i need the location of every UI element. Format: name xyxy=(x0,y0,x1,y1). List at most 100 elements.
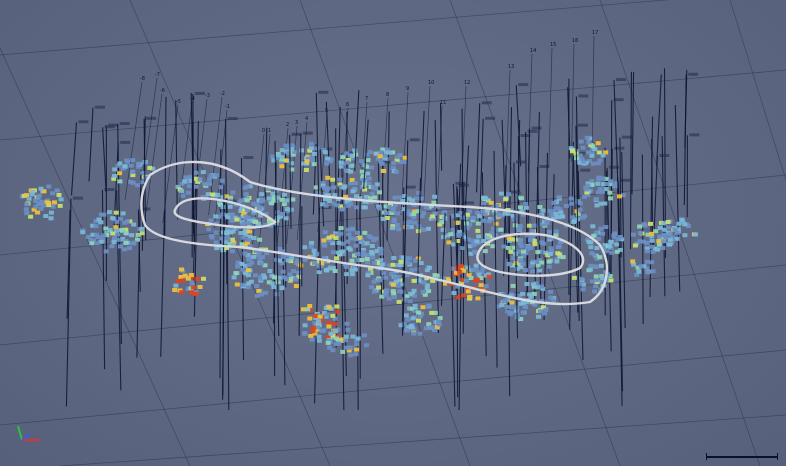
grade-block xyxy=(532,242,538,247)
grade-block xyxy=(326,305,332,310)
grade-block xyxy=(674,236,680,241)
grade-block xyxy=(660,246,666,250)
grade-block xyxy=(426,322,432,327)
grade-block xyxy=(390,166,396,170)
grade-block xyxy=(407,299,413,304)
grade-block xyxy=(343,194,349,199)
grade-block xyxy=(200,170,206,175)
grade-block xyxy=(229,212,235,217)
drillhole-trace xyxy=(65,198,72,407)
grade-block xyxy=(327,238,333,243)
grade-block xyxy=(591,161,596,166)
grade-block xyxy=(311,326,317,330)
grade-block xyxy=(656,239,662,244)
grade-block xyxy=(274,218,280,223)
drillhole-trace xyxy=(534,112,540,300)
drillhole-collar-tag xyxy=(243,156,254,160)
grade-block xyxy=(299,148,305,153)
grade-block xyxy=(333,233,339,238)
grade-block xyxy=(339,249,345,254)
grade-block xyxy=(521,253,527,258)
grade-block xyxy=(404,273,410,278)
grade-block xyxy=(350,334,356,339)
grade-block xyxy=(112,167,118,172)
grade-block xyxy=(369,249,375,254)
drillhole-trace xyxy=(464,209,470,274)
grade-block xyxy=(50,191,56,196)
grade-block xyxy=(284,207,290,211)
grade-block xyxy=(518,196,524,201)
grade-block xyxy=(289,147,295,152)
grade-block xyxy=(288,259,294,264)
grade-block xyxy=(569,201,575,206)
drillhole-collar-tag xyxy=(688,72,699,76)
grade-block xyxy=(531,282,536,287)
grade-block xyxy=(535,263,541,268)
grade-block xyxy=(179,182,185,187)
drillhole-trace xyxy=(315,92,321,271)
drillhole-trace xyxy=(674,104,681,292)
grade-block xyxy=(57,203,63,208)
grade-block xyxy=(511,256,517,260)
grade-block xyxy=(554,200,559,205)
grade-block xyxy=(557,254,563,259)
grade-block xyxy=(393,170,399,174)
grade-block xyxy=(365,260,371,265)
drillhole-collar-tag xyxy=(194,91,205,95)
grade-block xyxy=(245,240,251,245)
grade-block xyxy=(50,204,56,209)
grade-block xyxy=(364,164,370,169)
grade-block xyxy=(603,150,609,155)
grade-block xyxy=(404,256,410,260)
grade-block xyxy=(246,273,251,278)
grade-block xyxy=(269,201,275,206)
grade-block xyxy=(528,245,534,250)
grade-block xyxy=(388,202,393,207)
scale-bar-tick-right xyxy=(777,453,778,460)
section-label--2: -2 xyxy=(220,91,225,97)
drillhole-collar-tag xyxy=(615,78,626,82)
grade-block xyxy=(635,265,641,270)
grade-block xyxy=(120,166,126,171)
grade-block xyxy=(130,158,136,163)
grade-block xyxy=(365,271,371,276)
grade-block xyxy=(405,261,411,265)
grade-block xyxy=(225,237,231,242)
grade-block xyxy=(313,314,319,319)
grade-block xyxy=(432,211,438,216)
grade-block xyxy=(448,232,454,237)
grade-block xyxy=(461,293,467,298)
drillhole-trace xyxy=(417,178,422,284)
grade-block xyxy=(214,246,220,251)
grade-block xyxy=(607,182,613,186)
grade-block xyxy=(430,278,436,283)
grade-block xyxy=(389,211,395,215)
drillhole-trace xyxy=(462,182,465,334)
grade-block xyxy=(307,304,313,308)
grade-block xyxy=(539,260,545,265)
section-label--6: -6 xyxy=(160,88,165,94)
grade-block xyxy=(577,153,583,158)
grade-block xyxy=(466,272,472,277)
grade-block xyxy=(499,303,505,307)
section-label--7: -7 xyxy=(155,72,160,78)
drillhole-collar-tag xyxy=(580,168,591,172)
grade-block xyxy=(178,275,184,279)
drillhole-trace xyxy=(458,203,463,411)
xyz-axis-triad-icon[interactable] xyxy=(10,420,50,450)
grade-block xyxy=(325,175,331,180)
grade-block xyxy=(39,199,45,204)
grade-block xyxy=(450,228,456,233)
grade-block xyxy=(107,228,113,233)
grade-block xyxy=(325,156,331,161)
grade-block xyxy=(554,206,560,211)
grade-block xyxy=(575,200,581,204)
grade-block xyxy=(432,273,438,278)
grade-block xyxy=(661,239,667,244)
drillhole-collar-tag xyxy=(575,151,586,155)
grid-line xyxy=(729,0,786,181)
grade-block xyxy=(518,301,524,306)
grade-block xyxy=(332,316,338,321)
